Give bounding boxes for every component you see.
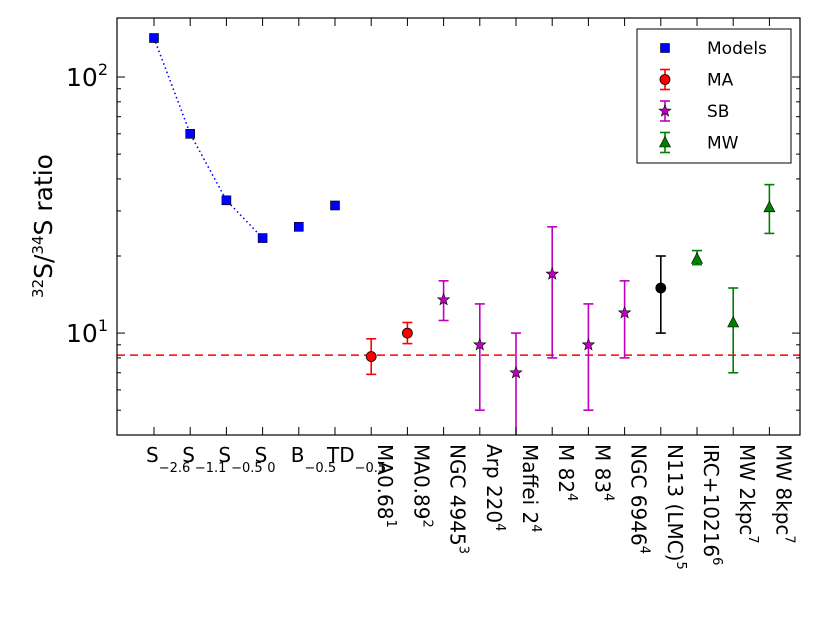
x-tick-label: TD−0.5 [326,443,386,476]
plot-area [117,33,800,435]
data-point [149,33,159,43]
data-point [509,365,523,379]
series-n113-lmc- [655,255,667,334]
plot-content [117,33,800,435]
data-point [257,233,268,243]
x-tick-label: M 834 [590,444,615,501]
series-mw [691,183,776,374]
data-point [545,267,559,280]
x-tick-label: Maffei 24 [518,444,543,533]
data-point [330,200,340,211]
legend-label: MA [707,71,734,91]
data-point [293,222,304,232]
x-tick-label: MW 2kpc7 [735,444,760,544]
y-axis-label: 32S/34S ratio [29,154,58,298]
data-point [436,292,451,306]
x-tick-label: S−0.5 [218,443,262,476]
y-tick-label: 102 [66,60,108,92]
series-ma [365,321,413,376]
legend-entry-models: Models [660,39,767,59]
series-models [149,33,340,243]
axes [116,17,801,436]
x-tick-label: M 824 [554,444,579,501]
x-tick-label: B−0.5 [291,443,336,476]
legend-marker-icon [659,74,671,85]
data-point [473,337,487,351]
x-tick-label: IRC+102166 [699,444,724,565]
axes-frame [116,17,801,436]
data-point [763,200,776,213]
y-tick-label: 101 [66,316,108,348]
legend-marker-icon [658,103,672,117]
legend: Models MA SB MW [636,28,792,164]
x-tick-label: N113 (LMC)5 [663,444,688,570]
x-tick-label: MA0.681 [373,444,398,528]
x-tick-label: Arp 2204 [482,444,507,531]
x-tick-label: S−2.6 [146,443,190,476]
x-tick-label: S0 [255,443,276,476]
legend-marker-icon [660,43,670,53]
data-point [365,351,377,362]
legend-label: Models [707,39,767,59]
model-line [153,37,264,239]
data-point [185,129,195,139]
legend-marker-icon [659,135,671,148]
x-tick-label: NGC 49453 [446,444,471,554]
series-sb [436,226,632,435]
y-ticks [117,76,800,436]
data-point [617,305,632,319]
legend-entry-mw: MW [659,131,739,154]
x-tick-label: NGC 69464 [627,444,652,554]
data-point [581,337,596,351]
data-point [727,315,740,328]
data-point [221,195,232,206]
data-point [655,282,667,294]
data-point [401,327,413,339]
x-ticks [153,18,770,435]
tick-labels: 101 102 32S/34S ratio S−2.6S−1.1S−0.5S0 B−0.… [29,60,796,570]
x-tick-label: MW 8kpc7 [771,444,796,544]
legend-label: MW [707,134,739,154]
x-tick-label: S−1.1 [182,443,226,476]
legend-entry-sb: SB [658,100,729,122]
x-tick-label: MA0.892 [409,444,434,528]
data-point [691,252,703,264]
legend-label: SB [707,102,729,122]
legend-entry-ma: MA [659,68,734,91]
